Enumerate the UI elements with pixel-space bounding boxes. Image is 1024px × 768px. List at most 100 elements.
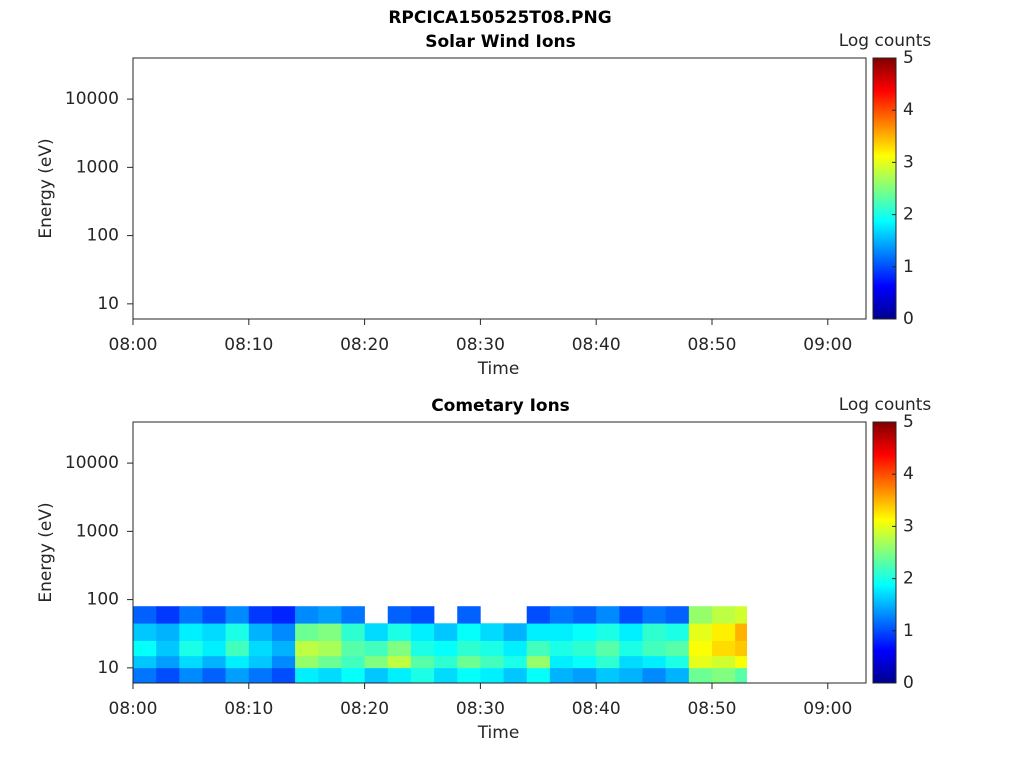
heat-cell [295,655,319,669]
colorbar-tick-label: 1 [903,257,914,277]
heat-cell [410,667,435,684]
heat-cell [202,640,226,657]
heat-cell [642,667,666,684]
heat-cell [156,606,180,624]
heat-cell [271,606,296,624]
x-tick-label: 08:30 [456,699,505,719]
heat-cell [549,606,574,624]
heat-cell [156,640,180,657]
heat-cell [248,667,273,684]
heat-cell [596,667,620,684]
y-tick-label: 10 [97,658,119,678]
colorbar-tick-label: 2 [903,205,914,225]
x-tick-label: 08:10 [224,335,273,355]
heat-cell [642,623,666,641]
heat-cell [665,655,690,669]
heat-cell [225,655,250,669]
heat-cell [225,623,250,641]
chart-title: Solar Wind Ions [425,32,576,52]
heat-cell [711,655,736,669]
x-tick-label: 08:40 [572,699,621,719]
heat-cell [457,623,481,641]
heat-cell [503,667,528,684]
heat-cell [596,623,620,641]
colorbar-tick-label: 4 [903,464,914,484]
heat-cell [480,655,504,669]
heat-cell [434,623,458,641]
heat-cell [573,623,597,641]
colorbar-tick-label: 2 [903,569,914,589]
heat-cell [387,667,412,684]
figure-title: RPCICA150525T08.PNG [388,8,611,28]
heat-cell [271,655,296,669]
heat-cell [410,640,435,657]
x-tick-label: 08:30 [456,335,505,355]
heat-cell [387,606,412,624]
heat-cell [573,640,597,657]
heat-cell [295,640,319,657]
heat-cell [202,606,226,624]
colorbar-tick-label: 0 [903,673,914,693]
heat-cell [341,655,365,669]
heat-cell [156,655,180,669]
heat-cell [596,606,620,624]
heat-cell [573,667,597,684]
heat-cell [318,667,342,684]
heat-cell [596,655,620,669]
heat-cell [735,667,748,684]
heat-cell [133,655,157,669]
heat-cell [711,667,736,684]
heat-cell [457,606,481,624]
heat-cell [688,667,713,684]
heat-cell [480,667,504,684]
colorbar [872,421,897,684]
heat-cell [248,623,273,641]
heat-cell [133,606,157,624]
heat-cell [271,623,296,641]
heat-cell [549,667,574,684]
y-tick-label: 10000 [65,89,119,109]
heat-cell [434,640,458,657]
heat-cell [642,606,666,624]
heat-cell [434,667,458,684]
heat-cell [387,655,412,669]
heat-cell [688,655,713,669]
heat-cell [526,640,551,657]
heat-cell [364,667,389,684]
heat-cell [526,655,551,669]
heat-cell [688,623,713,641]
heat-cell [503,655,528,669]
heat-cell [364,623,389,641]
heat-cell [387,640,412,657]
heat-cell [735,606,748,624]
heat-cell [573,606,597,624]
plot-frame [132,57,867,320]
heat-cell [526,667,551,684]
heat-cell [434,655,458,669]
heat-cell [596,640,620,657]
y-tick-label: 1000 [76,157,119,177]
heat-cell [156,623,180,641]
plot-frame [132,421,867,684]
heat-cell [225,667,250,684]
heat-cell [526,623,551,641]
heat-cell [619,606,643,624]
heat-cell [318,640,342,657]
heat-cell [549,640,574,657]
colorbar [872,57,897,320]
heat-cell [364,655,389,669]
heat-cell [295,667,319,684]
x-axis-label: Time [477,723,520,743]
heat-cell [503,623,528,641]
x-tick-label: 09:00 [803,335,852,355]
heat-cell [642,640,666,657]
heat-cell [619,640,643,657]
heat-cell [480,623,504,641]
heat-cell [179,655,203,669]
heat-cell [364,640,389,657]
heat-cell [573,655,597,669]
heat-cell [619,623,643,641]
heat-cell [133,640,157,657]
x-tick-label: 08:20 [340,699,389,719]
